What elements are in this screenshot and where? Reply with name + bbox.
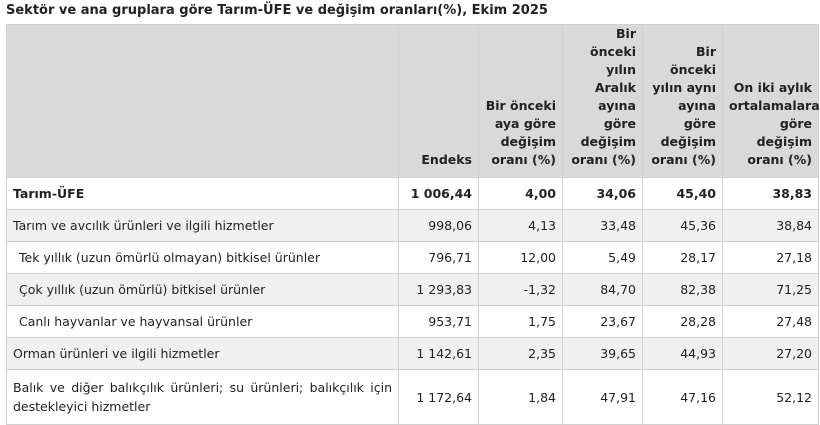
table-row: Canlı hayvanlar ve hayvansal ürünler 953,… xyxy=(6,305,819,338)
value-cell: 45,36 xyxy=(642,209,723,242)
value-cell: 71,25 xyxy=(722,273,819,306)
value-cell: 39,65 xyxy=(562,337,643,370)
title: Sektör ve ana gruplara göre Tarım-ÜFE ve… xyxy=(6,3,548,18)
table-row: Orman ürünleri ve ilgili hizmetler 1 142,… xyxy=(6,337,819,370)
label-cell: Balık ve diğer balıkçılık ürünleri; su ü… xyxy=(6,369,399,425)
header-cell: Bir önceki yılın Aralık ayına göre değiş… xyxy=(562,24,643,178)
value-cell: 28,17 xyxy=(642,241,723,274)
value-cell: 47,91 xyxy=(562,369,643,425)
value-cell: 1,75 xyxy=(478,305,563,338)
header-cell xyxy=(6,24,399,178)
value-cell: 4,00 xyxy=(478,177,563,210)
value-cell: 12,00 xyxy=(478,241,563,274)
value-cell: 38,84 xyxy=(722,209,819,242)
table-row: Çok yıllık (uzun ömürlü) bitkisel ürünle… xyxy=(6,273,819,306)
label-cell: Canlı hayvanlar ve hayvansal ürünler xyxy=(6,305,399,338)
value-cell: 23,67 xyxy=(562,305,643,338)
value-cell: 84,70 xyxy=(562,273,643,306)
table-row: Balık ve diğer balıkçılık ürünleri; su ü… xyxy=(6,369,819,425)
value-cell: 47,16 xyxy=(642,369,723,425)
value-cell: 45,40 xyxy=(642,177,723,210)
header-cell: Bir önceki yılın aynı ayına göre değişim… xyxy=(642,24,723,178)
page: Sektör ve ana gruplara göre Tarım-ÜFE ve… xyxy=(6,3,820,425)
value-cell: 44,93 xyxy=(642,337,723,370)
label-cell: Çok yıllık (uzun ömürlü) bitkisel ürünle… xyxy=(6,273,399,306)
value-cell: 34,06 xyxy=(562,177,643,210)
table-row: Tarım-ÜFE 1 006,44 4,00 34,06 45,40 38,83 xyxy=(6,177,819,210)
table-row: Tarım ve avcılık ürünleri ve ilgili hizm… xyxy=(6,209,819,242)
value-cell: -1,32 xyxy=(478,273,563,306)
table-body: Tarım-ÜFE 1 006,44 4,00 34,06 45,40 38,83 Tarı… xyxy=(6,177,819,425)
data-table: Endeks Bir önceki aya göre değişim oranı … xyxy=(6,24,820,425)
label-cell: Orman ürünleri ve ilgili hizmetler xyxy=(6,337,399,370)
value-cell: 1 172,64 xyxy=(398,369,479,425)
value-cell: 953,71 xyxy=(398,305,479,338)
value-cell: 1,84 xyxy=(478,369,563,425)
label-cell: Tarım ve avcılık ürünleri ve ilgili hizm… xyxy=(6,209,399,242)
value-cell: 27,20 xyxy=(722,337,819,370)
header-cell: Endeks xyxy=(398,24,479,178)
value-cell: 1 006,44 xyxy=(398,177,479,210)
value-cell: 33,48 xyxy=(562,209,643,242)
table-row: Tek yıllık (uzun ömürlü olmayan) bitkise… xyxy=(6,241,819,274)
label-cell: Tek yıllık (uzun ömürlü olmayan) bitkise… xyxy=(6,241,399,274)
value-cell: 1 142,61 xyxy=(398,337,479,370)
value-cell: 27,18 xyxy=(722,241,819,274)
value-cell: 5,49 xyxy=(562,241,643,274)
value-cell: 2,35 xyxy=(478,337,563,370)
header-row: Endeks Bir önceki aya göre değişim oranı … xyxy=(6,24,820,178)
value-cell: 82,38 xyxy=(642,273,723,306)
value-cell: 998,06 xyxy=(398,209,479,242)
value-cell: 28,28 xyxy=(642,305,723,338)
header-cell: On iki aylık ortalamalara göre değişim o… xyxy=(722,24,820,178)
value-cell: 1 293,83 xyxy=(398,273,479,306)
value-cell: 27,48 xyxy=(722,305,819,338)
value-cell: 4,13 xyxy=(478,209,563,242)
label-cell: Tarım-ÜFE xyxy=(6,177,399,210)
header-cell: Bir önceki aya göre değişim oranı (%) xyxy=(478,24,563,178)
value-cell: 38,83 xyxy=(722,177,819,210)
value-cell: 52,12 xyxy=(722,369,819,425)
value-cell: 796,71 xyxy=(398,241,479,274)
